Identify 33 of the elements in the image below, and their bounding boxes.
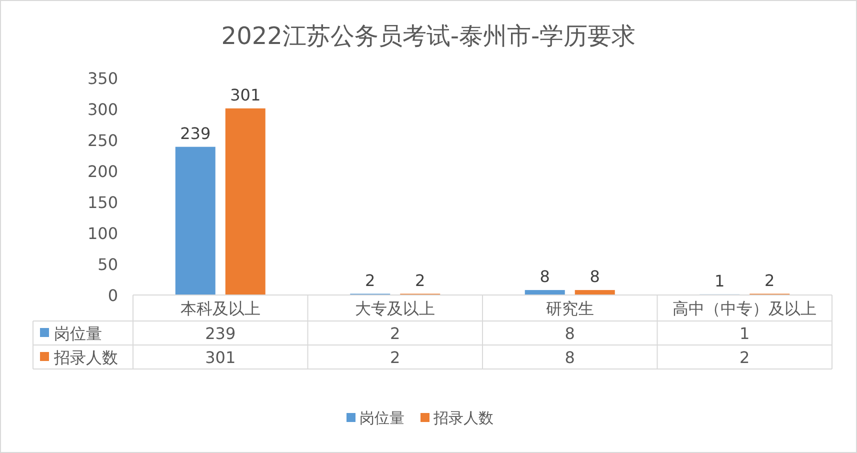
annotation: 8 (540, 267, 550, 286)
y-tick-label: 250 (87, 131, 118, 150)
data-label: 2 (390, 324, 400, 343)
legend-label: 招录人数 (432, 409, 494, 427)
text: 岗位量 (360, 409, 404, 427)
y-tick-label: 150 (87, 193, 118, 212)
annotation: 8 (590, 267, 600, 286)
y-tick-label: 0 (108, 286, 118, 305)
annotation: 2 (365, 270, 376, 290)
y-tick-label: 50 (98, 255, 118, 274)
text: 招录人数 (54, 348, 118, 367)
data-label: 8 (564, 348, 575, 367)
y-tick-label: 200 (87, 162, 118, 181)
data-label: 8 (564, 324, 575, 343)
annotation: 239 (180, 124, 211, 143)
x-tick-label: 大专及以上 (355, 299, 436, 318)
data-label: 239 (205, 324, 236, 343)
annotation: 2 (415, 270, 426, 290)
legend-label: 岗位量 (54, 324, 102, 343)
data-label: 2 (390, 348, 400, 367)
x-tick-label: 本科及以上 (180, 299, 260, 318)
annotation: 1 (714, 271, 725, 290)
data-label: 301 (205, 348, 236, 367)
y-tick-label: 100 (87, 224, 118, 243)
y-tick-label: 350 (87, 69, 118, 88)
data-label: 1 (740, 324, 750, 343)
y-tick-label: 300 (87, 100, 118, 119)
x-tick-label: 高中（中专）及以上 (672, 299, 817, 318)
x-tick-label: 研究生 (546, 299, 594, 318)
annotation: 301 (230, 85, 261, 104)
chart-title: 2022江苏公务员考试-泰州市-学历要求 (221, 22, 636, 50)
annotation: 2 (764, 270, 775, 290)
data-label: 2 (740, 348, 750, 367)
